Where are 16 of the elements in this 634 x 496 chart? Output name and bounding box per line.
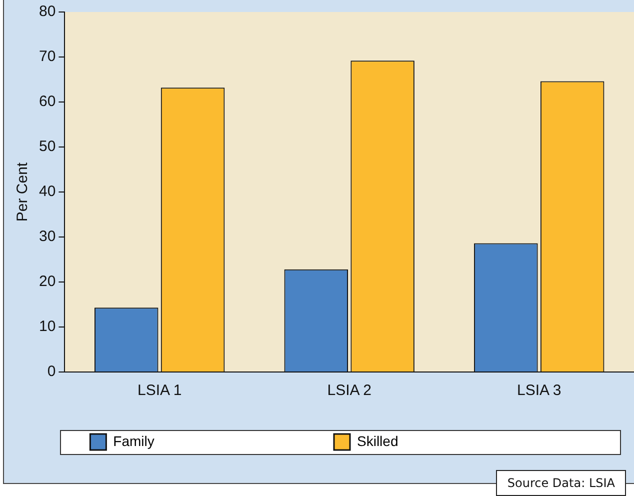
- y-tick-label: 30: [38, 228, 56, 246]
- y-tick-label: 0: [47, 363, 56, 380]
- y-tick-label: 80: [38, 3, 56, 20]
- legend-label: Skilled: [356, 432, 554, 449]
- x-tick-label: LSIA 1: [137, 382, 182, 400]
- y-tick-label: 40: [38, 183, 56, 200]
- x-tick-label: LSIA 3: [517, 382, 562, 400]
- y-tick-label: 70: [38, 48, 56, 66]
- legend-label: Family: [113, 432, 310, 449]
- y-axis-title: Per Cent: [14, 162, 32, 222]
- y-tick-label: 60: [38, 93, 56, 110]
- y-tick-label: 10: [38, 318, 56, 336]
- y-tick-label: 50: [38, 138, 56, 156]
- y-tick-label: 20: [38, 273, 56, 290]
- source-note: Source Data: LSIA: [496, 470, 626, 496]
- x-tick-label: LSIA 2: [327, 382, 372, 400]
